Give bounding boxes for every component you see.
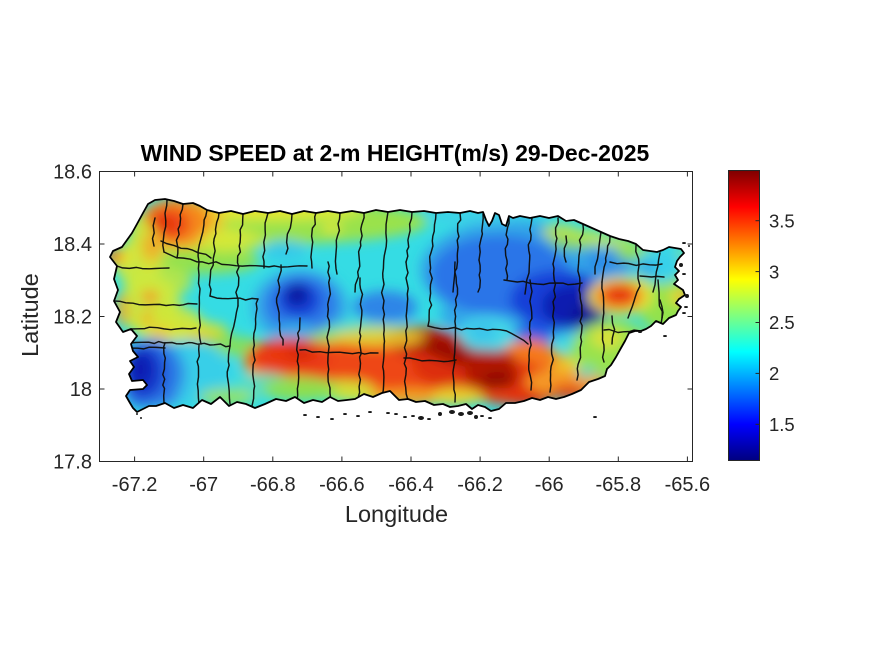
- svg-text:18: 18: [70, 379, 92, 401]
- svg-text:Latitude: Latitude: [17, 273, 43, 357]
- svg-text:1.5: 1.5: [769, 414, 795, 435]
- svg-text:-66.6: -66.6: [319, 474, 365, 496]
- svg-text:-67.2: -67.2: [112, 474, 158, 496]
- svg-text:Longitude: Longitude: [345, 501, 448, 527]
- svg-text:18.4: 18.4: [53, 234, 92, 256]
- svg-text:2: 2: [769, 363, 779, 384]
- svg-text:-66: -66: [535, 474, 564, 496]
- svg-text:-65.8: -65.8: [596, 474, 642, 496]
- svg-text:2.5: 2.5: [769, 312, 795, 333]
- svg-text:WIND SPEED at 2-m HEIGHT(m/s): WIND SPEED at 2-m HEIGHT(m/s) 29-Dec-202…: [141, 140, 650, 166]
- svg-text:-67: -67: [189, 474, 218, 496]
- svg-text:-66.8: -66.8: [250, 474, 296, 496]
- svg-text:-66.2: -66.2: [457, 474, 503, 496]
- svg-text:3: 3: [769, 261, 779, 282]
- svg-text:18.6: 18.6: [53, 162, 92, 184]
- svg-text:18.2: 18.2: [53, 307, 92, 329]
- svg-text:-66.4: -66.4: [388, 474, 434, 496]
- svg-text:3.5: 3.5: [769, 210, 795, 231]
- svg-text:17.8: 17.8: [53, 452, 92, 474]
- svg-text:-65.6: -65.6: [665, 474, 711, 496]
